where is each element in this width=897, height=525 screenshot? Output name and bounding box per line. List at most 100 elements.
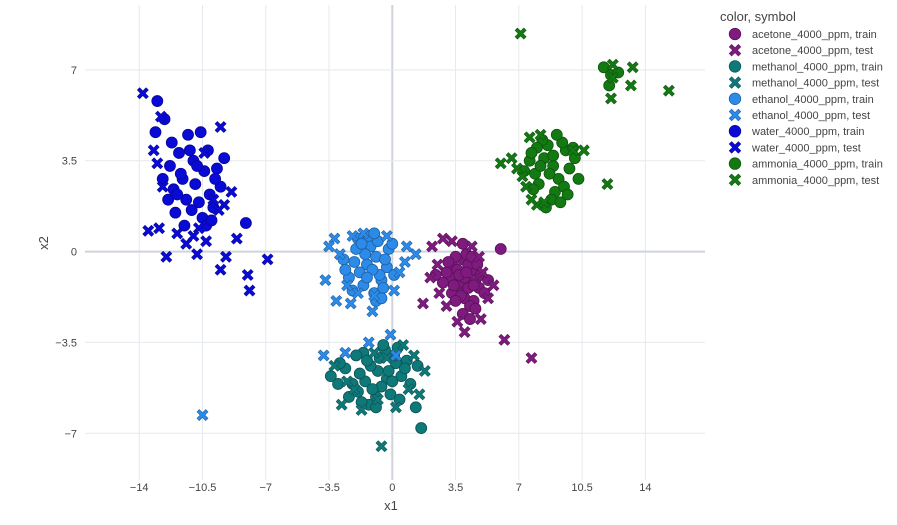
data-point-ammonia_test xyxy=(523,131,536,144)
data-point-water_train xyxy=(205,214,218,227)
x-tick-label: 14 xyxy=(639,482,651,494)
data-point-water_train xyxy=(162,193,175,206)
legend-marker xyxy=(728,92,742,105)
data-point-water_test xyxy=(153,222,166,235)
legend-item[interactable]: ethanol_4000_ppm, train xyxy=(728,92,874,106)
legend-label: ethanol_4000_ppm, test xyxy=(752,110,870,122)
data-point-water_train xyxy=(165,136,178,149)
data-point-methanol_train xyxy=(382,365,395,377)
data-point-acetone_test xyxy=(424,271,437,284)
data-point-ethanol_train xyxy=(355,237,368,250)
data-point-water_train xyxy=(164,160,176,172)
data-point-ammonia_test xyxy=(606,58,619,71)
data-point-methanol_test xyxy=(413,388,426,401)
y-tick-label: 3.5 xyxy=(62,156,77,168)
data-point-water_test xyxy=(214,121,227,133)
data-point-water_test xyxy=(243,284,256,297)
data-point-methanol_train xyxy=(386,375,399,388)
legend-item[interactable]: methanol_4000_ppm, train xyxy=(728,60,883,74)
data-point-ethanol_test xyxy=(319,274,332,287)
data-point-ammonia_train xyxy=(547,149,560,162)
data-point-methanol_test xyxy=(397,339,410,351)
data-point-water_test xyxy=(151,157,164,170)
x-tick-label: −14 xyxy=(130,482,149,494)
data-point-acetone_train xyxy=(447,279,460,292)
legend-label: water_4000_ppm, train xyxy=(751,126,865,138)
data-point-ethanol_train xyxy=(377,282,390,294)
legend[interactable]: color, symbol acetone_4000_ppm, train ace… xyxy=(720,9,883,187)
data-point-ammonia_train xyxy=(550,128,563,141)
data-point-water_test xyxy=(230,232,243,245)
data-point-water_train xyxy=(169,206,182,219)
x-tick-label: −3.5 xyxy=(318,482,340,494)
data-point-water_train xyxy=(149,126,162,139)
legend-marker xyxy=(728,76,742,89)
data-point-ammonia_train xyxy=(525,147,538,159)
legend-item[interactable]: ammonia_4000_ppm, test xyxy=(728,173,879,187)
legend-marker xyxy=(728,173,742,186)
data-point-acetone_train xyxy=(467,279,480,292)
data-point-acetone_test xyxy=(417,297,429,310)
legend-marker xyxy=(728,125,742,138)
data-point-acetone_train xyxy=(469,302,482,315)
data-point-ammonia_test xyxy=(520,180,532,193)
data-point-methanol_test xyxy=(402,383,415,396)
data-point-ammonia_test xyxy=(605,92,617,105)
legend-item[interactable]: water_4000_ppm, test xyxy=(728,141,861,155)
data-point-ethanol_test xyxy=(384,328,397,341)
legend-label: water_4000_ppm, test xyxy=(751,142,861,154)
data-point-ethanol_test xyxy=(333,248,346,261)
data-point-ethanol_test xyxy=(196,409,209,422)
data-point-water_test xyxy=(187,230,200,242)
legend-item[interactable]: ammonia_4000_ppm, train xyxy=(728,157,883,171)
series-ammonia_test xyxy=(494,27,675,211)
data-point-ammonia_test xyxy=(601,178,614,191)
legend-item[interactable]: ethanol_4000_ppm, test xyxy=(728,108,870,122)
data-point-water_test xyxy=(200,235,213,248)
data-point-ammonia_train xyxy=(554,196,567,209)
data-point-methanol_train xyxy=(377,339,390,351)
data-point-water_train xyxy=(209,173,222,185)
data-point-ammonia_test xyxy=(606,71,619,84)
data-point-ammonia_train xyxy=(572,173,585,185)
y-tick-label: 0 xyxy=(71,247,77,259)
data-point-ethanol_train xyxy=(379,253,391,266)
data-point-acetone_test xyxy=(440,300,453,313)
data-point-acetone_train xyxy=(442,256,455,268)
legend-marker xyxy=(728,108,742,122)
data-point-water_train xyxy=(211,162,223,175)
legend-label: ammonia_4000_ppm, test xyxy=(752,175,879,187)
data-point-ethanol_test xyxy=(380,230,393,242)
data-point-ethanol_test xyxy=(388,284,401,297)
data-point-methanol_test xyxy=(348,383,361,396)
legend-item[interactable]: methanol_4000_ppm, test xyxy=(728,76,879,90)
legend-item[interactable]: acetone_4000_ppm, test xyxy=(728,44,873,57)
data-point-ammonia_test xyxy=(514,27,527,40)
data-point-ammonia_test xyxy=(662,84,675,97)
series-methanol_train xyxy=(324,339,428,434)
data-point-methanol_test xyxy=(380,352,393,364)
data-point-methanol_train xyxy=(350,349,363,362)
data-point-ammonia_test xyxy=(534,128,547,141)
legend-marker xyxy=(728,27,742,41)
data-point-ammonia_test xyxy=(626,61,639,74)
data-point-acetone_test xyxy=(474,313,487,325)
data-point-water_train xyxy=(151,95,164,107)
data-point-methanol_test xyxy=(328,359,341,372)
y-axis-title: x2 xyxy=(36,236,51,250)
data-point-acetone_test xyxy=(473,250,485,263)
data-point-ethanol_train xyxy=(348,256,361,268)
series-water_test xyxy=(136,87,274,297)
data-point-water_train xyxy=(185,204,198,216)
data-point-water_test xyxy=(156,180,169,193)
data-point-water_test xyxy=(160,250,173,263)
data-point-methanol_test xyxy=(408,349,420,362)
data-point-water_train xyxy=(194,126,207,139)
series-methanol_test xyxy=(328,339,431,453)
legend-item[interactable]: acetone_4000_ppm, train xyxy=(728,27,877,41)
data-point-acetone_train xyxy=(460,266,473,279)
data-point-acetone_train xyxy=(464,313,476,325)
data-point-water_train xyxy=(180,193,193,206)
legend-item[interactable]: water_4000_ppm, train xyxy=(728,125,865,138)
